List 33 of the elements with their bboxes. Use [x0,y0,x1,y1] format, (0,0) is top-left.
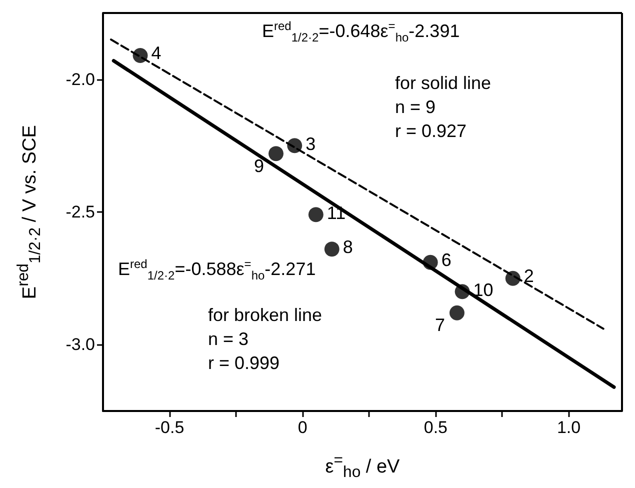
annotation: for broken line [208,305,322,326]
annotation: r = 0.999 [208,353,280,374]
y-tick-label: -3.0 [66,335,95,354]
point [505,270,520,286]
x-axis-title: ε$^{=}$$_{ho}$ / eV [324,452,401,482]
annotation: E$^{red}$$_{1/2·2}$=-0.588ε$^{=}$$_{ho}$-2.271 [118,257,316,283]
point [308,207,324,222]
x-tick-label: 0.5 [424,418,448,437]
x-tick-label: 1.0 [556,418,581,437]
point [450,305,464,320]
y-tick-label: -2.5 [66,202,95,222]
annotation: 6 [441,250,452,270]
annotation: 8 [342,237,353,258]
x-tick-label: -0.5 [154,418,184,437]
point [454,284,470,300]
annotation: n = 3 [208,329,249,350]
annotation: 9 [254,156,264,176]
point [324,242,340,257]
annotation: E$^{red}$$_{1/2·2}$=-0.648ε$^{=}$$_{ho}$-2.391 [262,19,460,45]
annotation: 4 [151,43,162,64]
annotation: 3 [306,134,316,154]
annotation: for solid line [395,73,492,94]
point [132,48,148,63]
point [287,138,302,154]
point [268,146,284,162]
annotation: 2 [524,266,534,286]
point [422,254,438,270]
x-tick-label: 0 [298,418,308,437]
annotation: r = 0.927 [395,121,467,142]
annotation: 10 [473,280,494,300]
annotation: 7 [434,314,445,335]
y-tick-label: -2.0 [66,70,95,89]
annotation: n = 9 [395,97,436,118]
